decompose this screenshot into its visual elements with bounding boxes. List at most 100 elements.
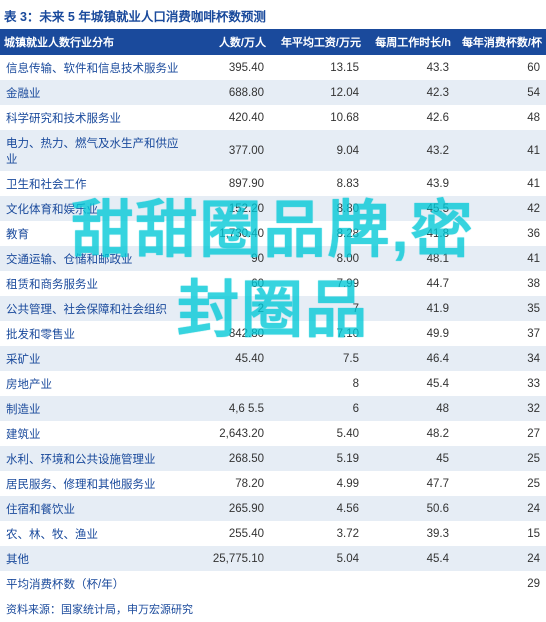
col-header-count: 人数/万人 — [190, 29, 270, 55]
table-row: 居民服务、修理和其他服务业78.204.9947.725 — [0, 471, 546, 496]
table-cell: 13.15 — [270, 55, 365, 80]
table-cell: 批发和零售业 — [0, 321, 190, 346]
table-cell: 8.00 — [270, 246, 365, 271]
table-cell — [190, 571, 270, 596]
table-cell: 5.04 — [270, 546, 365, 571]
table-cell: 255.40 — [190, 521, 270, 546]
table-cell — [190, 371, 270, 396]
table-row: 其他25,775.105.0445.424 — [0, 546, 546, 571]
table-cell: 39.3 — [365, 521, 455, 546]
table-cell: 8.83 — [270, 171, 365, 196]
table-cell: 45.4 — [365, 546, 455, 571]
table-cell: 45 — [365, 446, 455, 471]
table-cell: 41 — [455, 130, 546, 171]
table-cell: 265.90 — [190, 496, 270, 521]
table-cell: 25 — [455, 471, 546, 496]
table-row: 交通运输、仓储和邮政业908.0048.141 — [0, 246, 546, 271]
table-cell: 34 — [455, 346, 546, 371]
table-cell: 36 — [455, 221, 546, 246]
table-cell: 45.4 — [365, 371, 455, 396]
table-cell: 32 — [455, 396, 546, 421]
table-cell: 水利、环境和公共设施管理业 — [0, 446, 190, 471]
table-cell: 10.68 — [270, 105, 365, 130]
table-footer-source: 资料来源：国家统计局，申万宏源研究 — [0, 596, 546, 622]
table-cell: 采矿业 — [0, 346, 190, 371]
table-cell: 电力、热力、燃气及水生产和供应业 — [0, 130, 190, 171]
table-cell: 科学研究和技术服务业 — [0, 105, 190, 130]
table-cell: 48 — [365, 396, 455, 421]
table-row: 采矿业45.407.546.434 — [0, 346, 546, 371]
table-cell: 47.7 — [365, 471, 455, 496]
table-cell: 住宿和餐饮业 — [0, 496, 190, 521]
table-row: 建筑业2,643.205.4048.227 — [0, 421, 546, 446]
table-cell: 教育 — [0, 221, 190, 246]
table-cell: 897.90 — [190, 171, 270, 196]
table-cell: 78.20 — [190, 471, 270, 496]
table-cell: 4.99 — [270, 471, 365, 496]
table-cell: 420.40 — [190, 105, 270, 130]
table-cell: 12.04 — [270, 80, 365, 105]
table-cell: 8.80 — [270, 196, 365, 221]
table-cell: 27 — [455, 421, 546, 446]
table-cell: 4.56 — [270, 496, 365, 521]
table-row: 批发和零售业842.807.1049.937 — [0, 321, 546, 346]
table-cell: 37 — [455, 321, 546, 346]
table-cell: 41.9 — [365, 296, 455, 321]
col-header-wage: 年平均工资/万元 — [270, 29, 365, 55]
table-cell: 688.80 — [190, 80, 270, 105]
table-cell: 7.10 — [270, 321, 365, 346]
table-cell: 3.72 — [270, 521, 365, 546]
table-cell: 9.04 — [270, 130, 365, 171]
table-cell: 交通运输、仓储和邮政业 — [0, 246, 190, 271]
table-cell: 842.80 — [190, 321, 270, 346]
table-cell: 租赁和商务服务业 — [0, 271, 190, 296]
table-row: 卫生和社会工作897.908.8343.941 — [0, 171, 546, 196]
table-row: 公共管理、社会保障和社会组织2741.935 — [0, 296, 546, 321]
table-cell: 42.6 — [365, 105, 455, 130]
table-cell: 其他 — [0, 546, 190, 571]
table-cell: 268.50 — [190, 446, 270, 471]
table-cell: 60 — [455, 55, 546, 80]
table-cell: 房地产业 — [0, 371, 190, 396]
table-row: 水利、环境和公共设施管理业268.505.194525 — [0, 446, 546, 471]
table-cell — [270, 571, 365, 596]
table-cell — [365, 571, 455, 596]
table-cell: 平均消费杯数（杯/年） — [0, 571, 190, 596]
table-cell: 38 — [455, 271, 546, 296]
table-header-row: 城镇就业人数行业分布 人数/万人 年平均工资/万元 每周工作时长/h 每年消费杯… — [0, 29, 546, 55]
table-row: 房地产业 845.433 — [0, 371, 546, 396]
table-cell: 24 — [455, 496, 546, 521]
table-cell: 8 — [270, 371, 365, 396]
table-cell: 54 — [455, 80, 546, 105]
table-row: 住宿和餐饮业265.904.5650.624 — [0, 496, 546, 521]
table-row: 租赁和商务服务业607.9944.738 — [0, 271, 546, 296]
table-cell: 33 — [455, 371, 546, 396]
table-cell: 41 — [455, 246, 546, 271]
table-cell: 信息传输、软件和信息技术服务业 — [0, 55, 190, 80]
col-header-cups: 每年消费杯数/杯 — [455, 29, 546, 55]
col-header-hours: 每周工作时长/h — [365, 29, 455, 55]
table-cell: 文化体育和娱乐业 — [0, 196, 190, 221]
table-row: 金融业688.8012.0442.354 — [0, 80, 546, 105]
table-cell: 46.4 — [365, 346, 455, 371]
table-cell: 44.7 — [365, 271, 455, 296]
table-cell: 41.8 — [365, 221, 455, 246]
table-row: 平均消费杯数（杯/年） 29 — [0, 571, 546, 596]
table-cell: 42.3 — [365, 80, 455, 105]
table-cell: 152.20 — [190, 196, 270, 221]
table-cell: 29 — [455, 571, 546, 596]
table-row: 教育1,730.408.2841.836 — [0, 221, 546, 246]
table-cell: 45.40 — [190, 346, 270, 371]
table-cell: 24 — [455, 546, 546, 571]
table-cell: 90 — [190, 246, 270, 271]
table-cell: 7.99 — [270, 271, 365, 296]
table-cell: 7.5 — [270, 346, 365, 371]
table-cell: 377.00 — [190, 130, 270, 171]
table-row: 文化体育和娱乐业152.208.8045.542 — [0, 196, 546, 221]
table-row: 制造业4,6 5.564832 — [0, 396, 546, 421]
table-row: 科学研究和技术服务业420.4010.6842.648 — [0, 105, 546, 130]
table-cell: 1,730.40 — [190, 221, 270, 246]
table-cell: 35 — [455, 296, 546, 321]
table-cell: 42 — [455, 196, 546, 221]
forecast-table: 城镇就业人数行业分布 人数/万人 年平均工资/万元 每周工作时长/h 每年消费杯… — [0, 29, 546, 622]
